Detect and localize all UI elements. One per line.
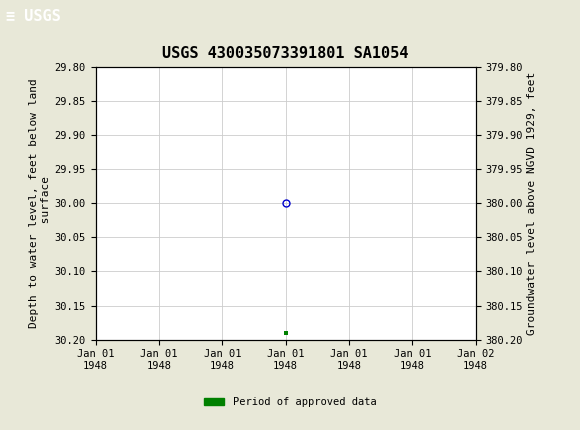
Y-axis label: Depth to water level, feet below land
 surface: Depth to water level, feet below land su…	[29, 78, 50, 328]
Text: ≡ USGS: ≡ USGS	[6, 9, 60, 24]
Y-axis label: Groundwater level above NGVD 1929, feet: Groundwater level above NGVD 1929, feet	[527, 71, 537, 335]
Title: USGS 430035073391801 SA1054: USGS 430035073391801 SA1054	[162, 46, 409, 61]
Legend: Period of approved data: Period of approved data	[200, 393, 380, 411]
